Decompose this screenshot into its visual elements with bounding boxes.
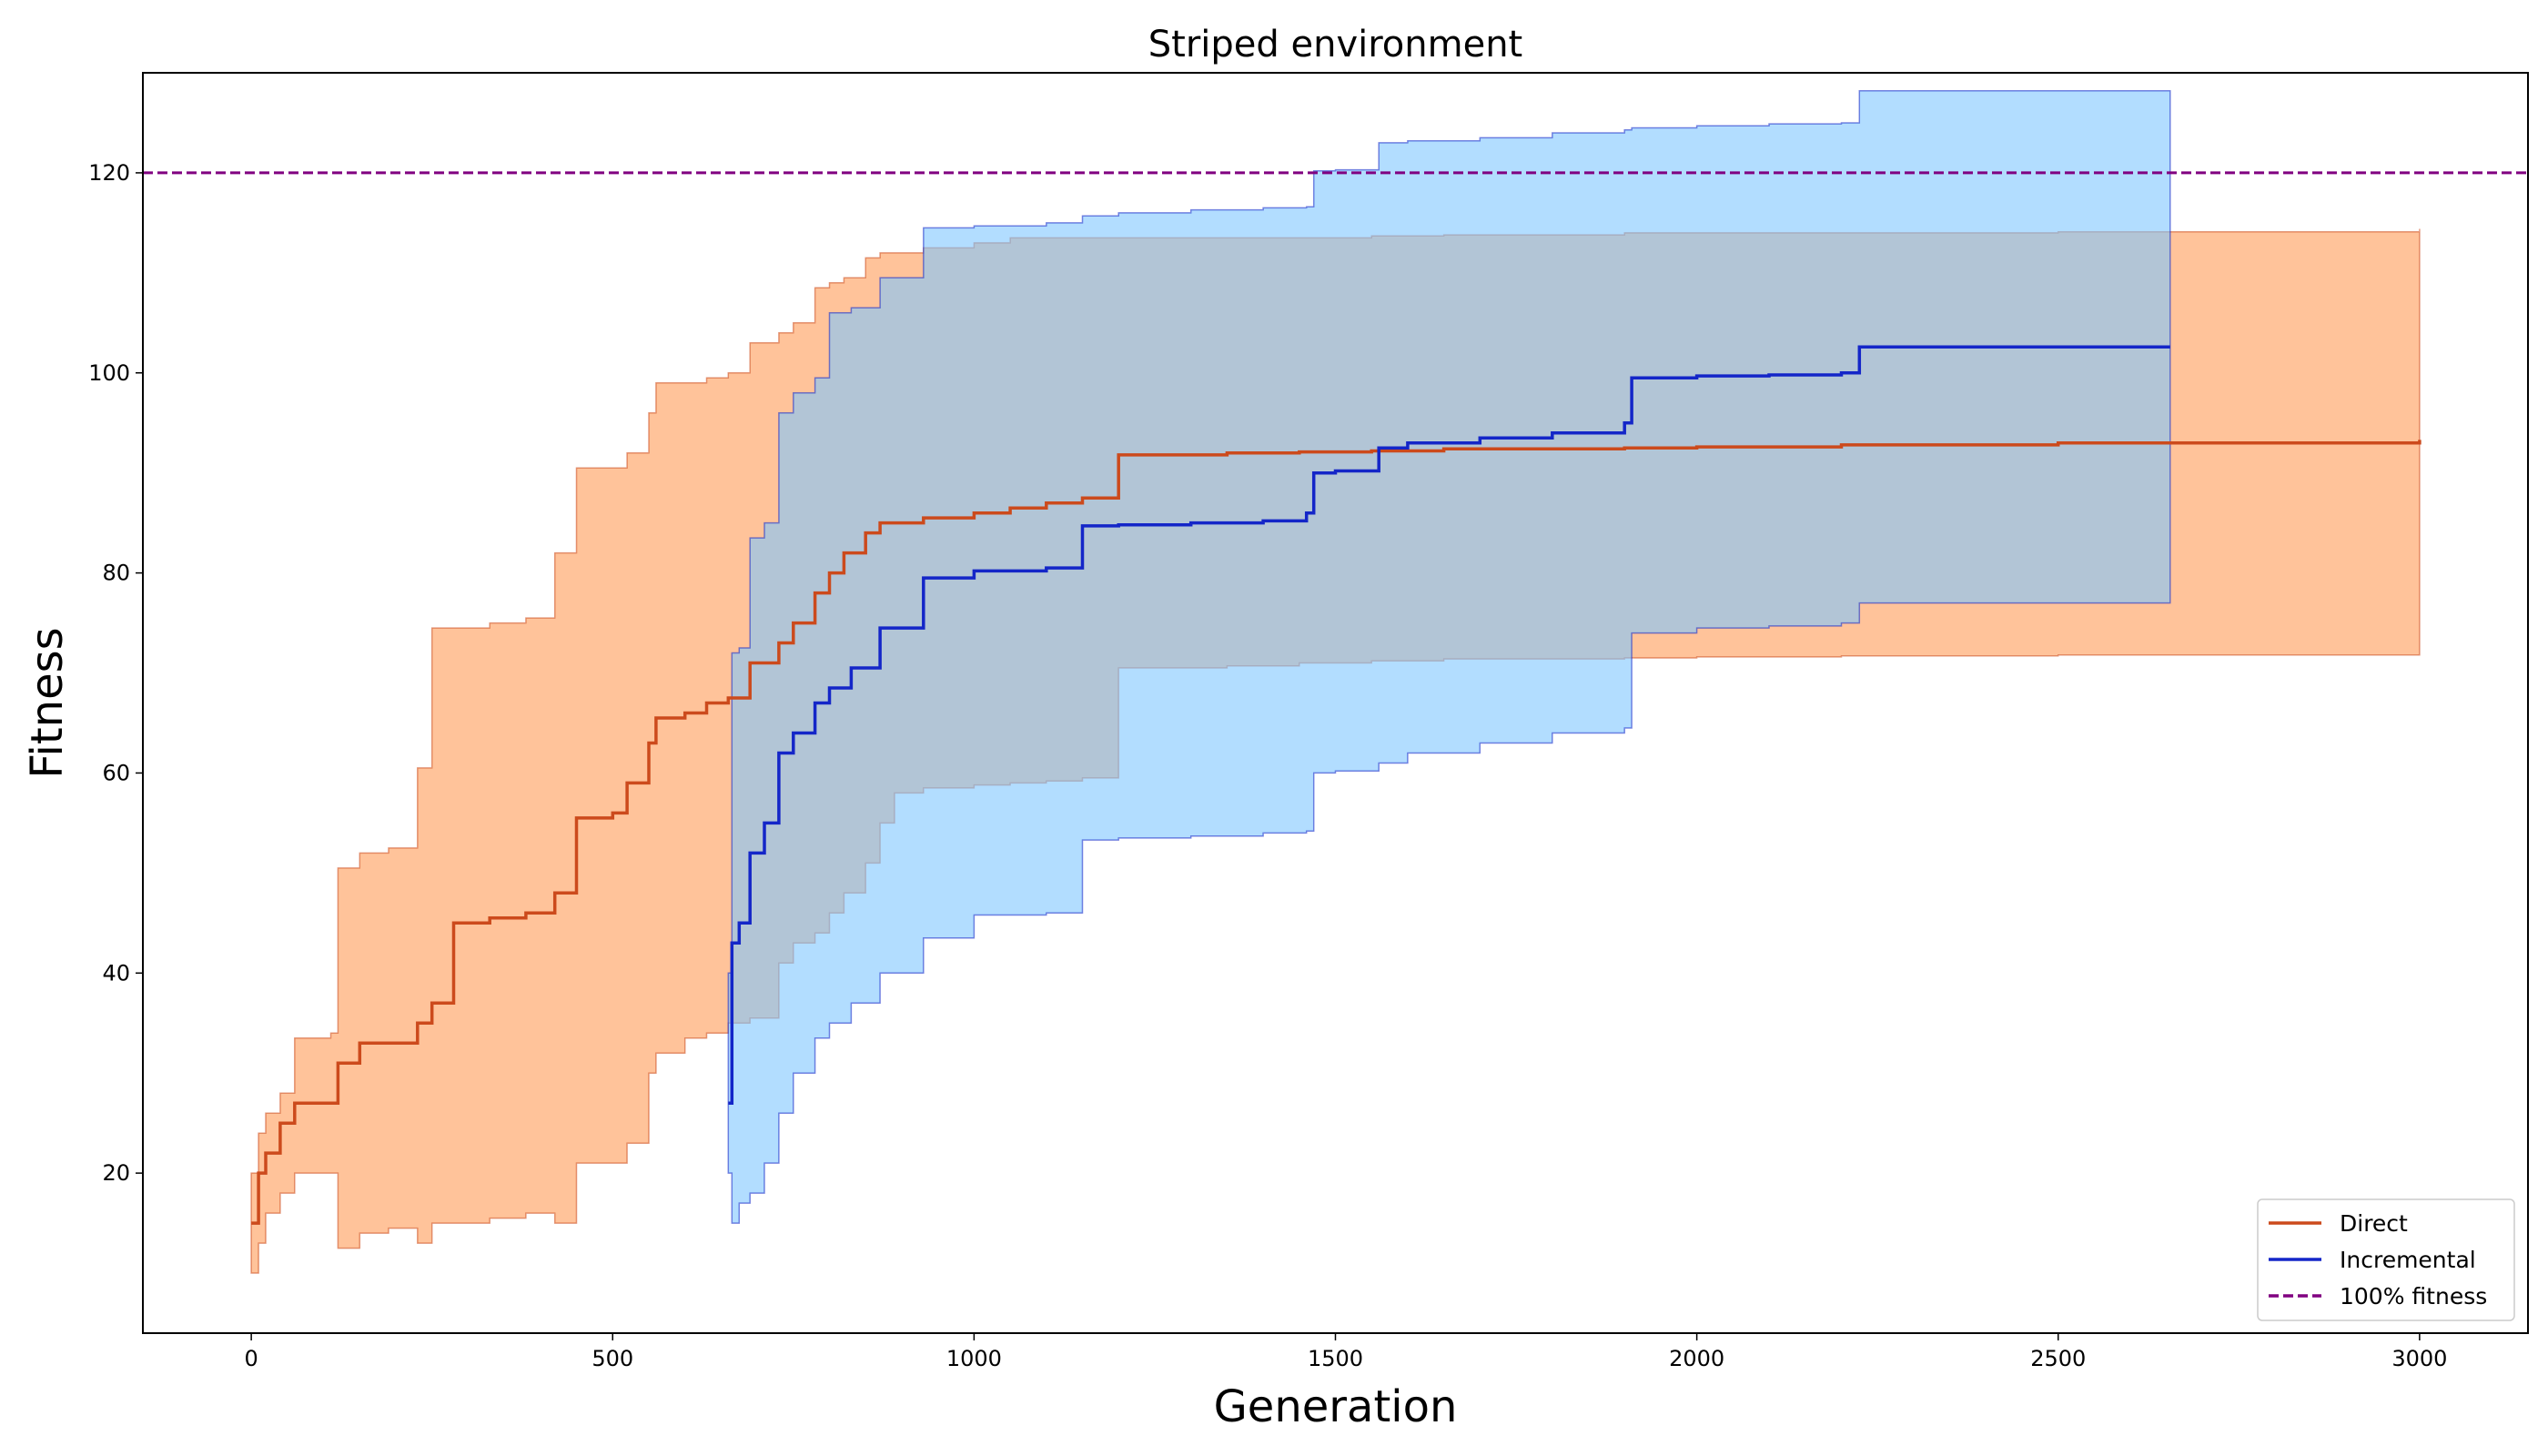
- x-tick-label: 1500: [1308, 1346, 1363, 1371]
- legend: Direct Incremental 100% fitness: [2257, 1198, 2515, 1321]
- band-incremental: [727, 90, 2171, 1224]
- confidence-bands: [250, 90, 2421, 1274]
- y-tick-label: 120: [88, 160, 130, 186]
- x-tick-label: 3000: [2391, 1346, 2447, 1371]
- line-direct: [251, 440, 2422, 1225]
- legend-label: Direct: [2340, 1210, 2408, 1237]
- y-tick-label: 20: [102, 1160, 130, 1186]
- legend-box: [2257, 1198, 2515, 1321]
- y-tick-label: 60: [102, 760, 130, 785]
- x-tick-label: 0: [244, 1346, 258, 1371]
- line-incremental: [728, 345, 2170, 1105]
- y-tick-label: 40: [102, 960, 130, 986]
- series-lines: [251, 345, 2422, 1225]
- y-tick-label: 100: [88, 360, 130, 386]
- x-axis-label: Generation: [1214, 1381, 1458, 1432]
- chart-title: Striped environment: [1148, 24, 1522, 66]
- legend-label: 100% fitness: [2340, 1283, 2487, 1309]
- x-tick-label: 1000: [946, 1346, 1002, 1371]
- y-tick-label: 80: [102, 561, 130, 586]
- legend-label: Incremental: [2340, 1247, 2476, 1273]
- y-axis-label: Fitness: [22, 627, 73, 778]
- x-tick-label: 2500: [2030, 1346, 2086, 1371]
- x-tick-label: 2000: [1669, 1346, 1724, 1371]
- y-axis-ticks: 20 40 60 80 100 120: [88, 160, 143, 1186]
- x-tick-label: 500: [592, 1346, 633, 1371]
- x-axis-ticks: 0 500 1000 1500 2000 2500 3000: [244, 1333, 2447, 1371]
